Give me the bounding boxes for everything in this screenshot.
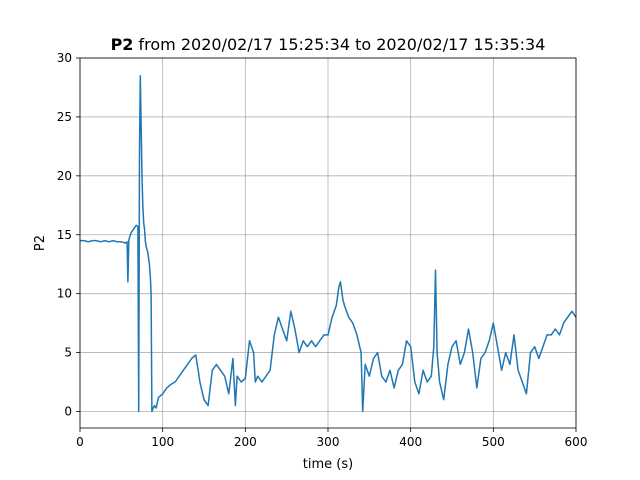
y-tick-label: 15 bbox=[57, 228, 72, 242]
chart-title-rest: from 2020/02/17 15:25:34 to 2020/02/17 1… bbox=[133, 35, 545, 54]
y-axis-ticks: 0 5 10 15 20 25 30 bbox=[57, 51, 80, 419]
y-tick-label: 30 bbox=[57, 51, 72, 65]
y-tick-label: 20 bbox=[57, 169, 72, 183]
x-tick-label: 300 bbox=[317, 435, 340, 449]
y-axis-label: P2 bbox=[33, 235, 48, 251]
x-axis-ticks: 0 100 200 300 400 500 600 bbox=[76, 428, 587, 449]
x-tick-label: 0 bbox=[76, 435, 84, 449]
y-tick-label: 5 bbox=[64, 346, 72, 360]
series-line-p2 bbox=[80, 74, 576, 413]
y-tick-label: 10 bbox=[57, 287, 72, 301]
x-tick-label: 500 bbox=[482, 435, 505, 449]
x-tick-label: 200 bbox=[234, 435, 257, 449]
x-tick-label: 600 bbox=[565, 435, 588, 449]
plot-area bbox=[80, 74, 576, 413]
x-tick-label: 400 bbox=[399, 435, 422, 449]
chart-title-bold: P2 bbox=[111, 35, 134, 54]
y-tick-label: 25 bbox=[57, 110, 72, 124]
x-axis-label: time (s) bbox=[303, 457, 353, 472]
chart-title: P2 from 2020/02/17 15:25:34 to 2020/02/1… bbox=[111, 35, 546, 54]
x-tick-label: 100 bbox=[151, 435, 174, 449]
y-tick-label: 0 bbox=[64, 405, 72, 419]
